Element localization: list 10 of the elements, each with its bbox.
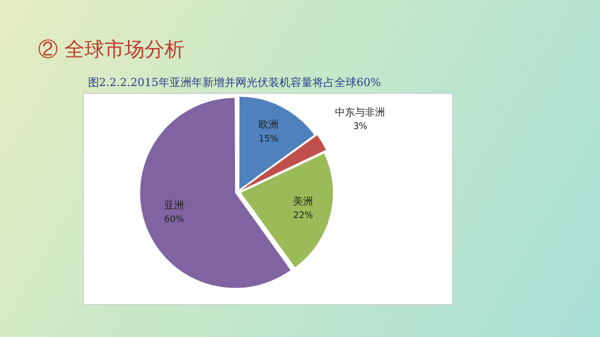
data-label: 3%	[353, 122, 368, 132]
data-label: 22%	[293, 211, 314, 222]
chart-title: ② 全球市场分析	[38, 36, 184, 63]
slice-label: 中东与非洲	[335, 106, 386, 118]
slice-label: 欧洲	[258, 118, 279, 131]
slice-label: 亚洲	[164, 199, 184, 212]
data-label: 60%	[164, 215, 185, 226]
data-label: 15%	[258, 134, 279, 144]
chart-subtitle: 图2.2.2.2015年亚洲年新增并网光伏装机容量将占全球60%	[88, 75, 381, 90]
slice-label: 美洲	[293, 195, 314, 208]
